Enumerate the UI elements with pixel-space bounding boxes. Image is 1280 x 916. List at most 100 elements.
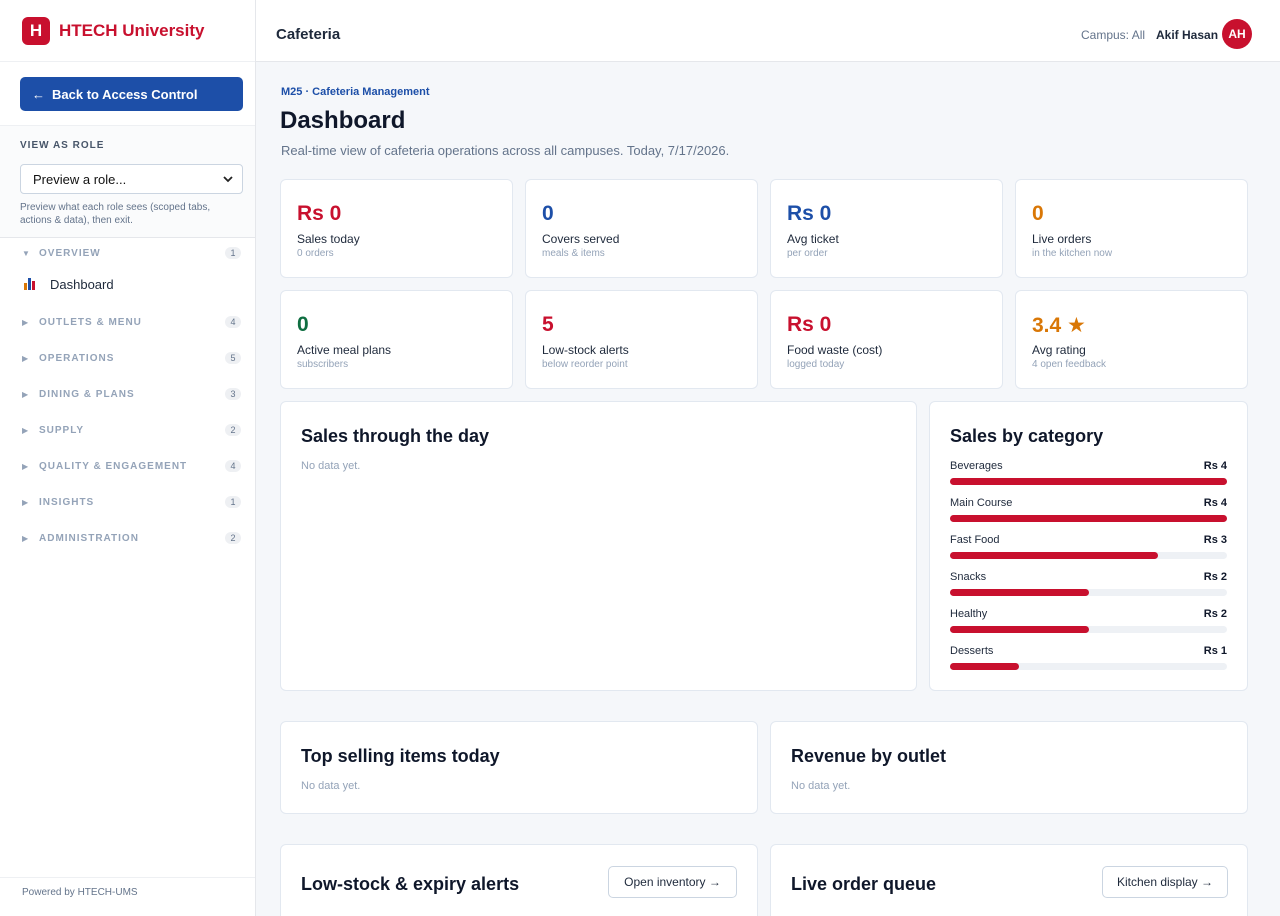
brand-logo-icon: H [22,16,50,45]
category-name: Desserts [950,645,994,657]
stat-card-low-stock-alerts: 5 Low-stock alerts below reorder point [525,290,758,389]
top-selling-items-panel: Top selling items today No data yet. [280,721,758,814]
nav-group-label: OPERATIONS [39,352,115,364]
stat-sub: subscribers [297,359,349,370]
category-amount: Rs 3 [1203,534,1227,546]
nav-group-label: OUTLETS & MENU [39,316,142,328]
nav-group-label: ADMINISTRATION [39,532,139,544]
nav-group-supply[interactable]: ▶ SUPPLY 2 [0,420,255,440]
nav-group-label: DINING & PLANS [39,388,135,400]
nav-group-quality-engagement[interactable]: ▶ QUALITY & ENGAGEMENT 4 [0,456,255,476]
category-bar [950,552,1158,559]
revenue-by-outlet-panel: Revenue by outlet No data yet. [770,721,1248,814]
stat-card-covers-served: 0 Covers served meals & items [525,179,758,278]
category-bar [950,515,1227,522]
stat-label: Avg ticket [787,232,839,246]
stat-card-active-meal-plans: 0 Active meal plans subscribers [280,290,513,389]
stat-value: Rs 0 [787,313,832,336]
arrow-left-icon: ← [32,86,45,102]
panel-title: Sales by category [950,426,1104,446]
chevron-down-icon [223,176,233,183]
campus-selector[interactable]: Campus: All [1081,28,1146,42]
nav-group-count: 4 [225,316,241,328]
empty-state: No data yet. [791,780,851,792]
category-row: Main Course Rs 4 [950,497,1227,527]
topbar: Cafeteria Campus: All Akif Hasan AH [256,0,1280,62]
open-inventory-button[interactable]: Open inventory → [608,866,737,898]
stat-sub: meals & items [542,248,605,259]
collapsed-caret-icon: ▶ [22,461,29,471]
category-bar-track [950,478,1227,485]
stat-value: 0 [297,313,309,336]
nav-group-count: 3 [225,388,241,400]
stat-card-food-waste: Rs 0 Food waste (cost) logged today [770,290,1003,389]
nav-group-label: INSIGHTS [39,496,95,508]
live-order-queue-panel: Live order queue Kitchen display → [770,844,1248,916]
empty-state: No data yet. [301,460,361,472]
panel-title: Low-stock & expiry alerts [301,874,520,894]
stat-label: Avg rating [1032,343,1086,357]
brand[interactable]: H HTECH University [0,0,255,62]
category-bar [950,478,1227,485]
category-row: Snacks Rs 2 [950,571,1227,601]
avatar[interactable]: AH [1222,19,1252,49]
view-as-role-title: VIEW AS ROLE [20,140,105,151]
stat-label: Active meal plans [297,343,392,357]
kitchen-display-button[interactable]: Kitchen display → [1102,866,1228,898]
category-name: Healthy [950,608,988,620]
sales-through-day-panel: Sales through the day No data yet. [280,401,917,691]
nav-group-count: 1 [225,496,241,508]
role-select[interactable]: Preview a role... [20,164,243,194]
nav-group-overview[interactable]: ▼ OVERVIEW 1 [0,243,255,263]
role-help-text: Preview what each role sees (scoped tabs… [20,202,211,226]
panel-title: Top selling items today [301,746,500,766]
panel-title: Revenue by outlet [791,746,947,766]
category-amount: Rs 2 [1203,608,1227,620]
nav-group-label: SUPPLY [39,424,85,436]
nav-group-operations[interactable]: ▶ OPERATIONS 5 [0,348,255,368]
user-name[interactable]: Akif Hasan [1156,28,1219,42]
nav-group-insights[interactable]: ▶ INSIGHTS 1 [0,492,255,512]
stat-sub: logged today [787,359,845,370]
nav-group-dining-plans[interactable]: ▶ DINING & PLANS 3 [0,384,255,404]
back-to-access-control-button[interactable]: ← Back to Access Control [20,77,243,111]
panel-title: Live order queue [791,874,937,894]
nav-group-count: 2 [225,424,241,436]
category-bar-track [950,589,1227,596]
category-amount: Rs 4 [1203,497,1227,509]
category-amount: Rs 1 [1203,645,1227,657]
stat-sub: in the kitchen now [1032,248,1113,259]
stat-sub: 0 orders [297,248,334,259]
category-name: Snacks [950,571,987,583]
stat-card-sales-today: Rs 0 Sales today 0 orders [280,179,513,278]
collapsed-caret-icon: ▶ [22,497,29,507]
module-title: Cafeteria [276,26,341,43]
collapsed-caret-icon: ▶ [22,389,29,399]
nav-group-label: QUALITY & ENGAGEMENT [39,460,188,472]
back-button-label: Back to Access Control [52,86,198,102]
category-name: Main Course [950,497,1013,509]
stat-card-avg-ticket: Rs 0 Avg ticket per order [770,179,1003,278]
stat-label: Low-stock alerts [542,343,629,357]
view-as-role-section: VIEW AS ROLE Preview a role... Preview w… [0,125,255,238]
category-row: Healthy Rs 2 [950,608,1227,638]
stat-value: 5 [542,313,554,336]
sidebar-item-dashboard[interactable]: Dashboard [0,273,255,295]
category-bar-track [950,515,1227,522]
page-subtitle: Real-time view of cafeteria operations a… [281,143,730,158]
powered-by-footer: Powered by HTECH-UMS [0,877,255,898]
stat-value: 3.4 ★ [1032,314,1086,337]
stat-value: Rs 0 [787,202,832,225]
category-bar [950,663,1020,670]
nav-group-count: 4 [225,460,241,472]
panel-title: Sales through the day [301,426,490,446]
page-title: Dashboard [280,107,406,134]
nav-group-administration[interactable]: ▶ ADMINISTRATION 2 [0,528,255,548]
category-row: Beverages Rs 4 [950,460,1227,490]
collapsed-caret-icon: ▶ [22,353,29,363]
category-amount: Rs 2 [1203,571,1227,583]
category-bar-track [950,663,1227,670]
nav-group-outlets-menu[interactable]: ▶ OUTLETS & MENU 4 [0,312,255,332]
collapsed-caret-icon: ▶ [22,425,29,435]
nav-group-label: OVERVIEW [39,247,101,259]
